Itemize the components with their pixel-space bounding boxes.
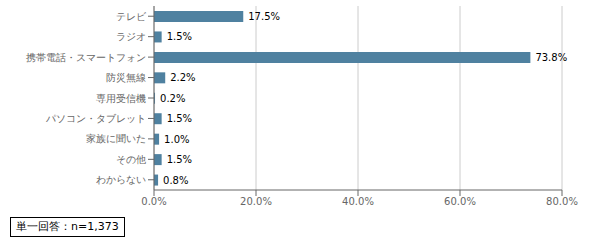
html-text:単一回答：n=1,373: 単一回答：n=1,373 — [16, 220, 119, 233]
svg-text:0.2%: 0.2% — [160, 93, 185, 104]
svg-text:ラジオ: ラジオ — [116, 31, 146, 42]
svg-text:40.0%: 40.0% — [342, 196, 374, 207]
svg-text:1.5%: 1.5% — [167, 113, 192, 124]
svg-text:2.2%: 2.2% — [170, 72, 195, 83]
svg-text:家族に聞いた: 家族に聞いた — [86, 133, 146, 144]
svg-text:73.8%: 73.8% — [535, 52, 567, 63]
svg-text:テレビ: テレビ — [116, 11, 147, 22]
svg-text:17.5%: 17.5% — [248, 11, 280, 22]
svg-text:1.5%: 1.5% — [167, 31, 192, 42]
svg-text:0.0%: 0.0% — [141, 196, 166, 207]
svg-text:携帯電話・スマートフォン: 携帯電話・スマートフォン — [26, 52, 146, 63]
svg-text:60.0%: 60.0% — [444, 196, 476, 207]
svg-text:防災無線: 防災無線 — [106, 72, 146, 83]
svg-text:パソコン・タブレット: パソコン・タブレット — [45, 113, 146, 124]
svg-text:その他: その他 — [116, 154, 146, 165]
svg-text:0.8%: 0.8% — [163, 175, 188, 186]
svg-text:1.0%: 1.0% — [164, 134, 189, 145]
svg-text:1.5%: 1.5% — [167, 154, 192, 165]
svg-text:専用受信機: 専用受信機 — [96, 93, 146, 104]
svg-text:80.0%: 80.0% — [546, 196, 578, 207]
svg-text:わからない: わからない — [96, 174, 146, 185]
svg-text:20.0%: 20.0% — [240, 196, 272, 207]
